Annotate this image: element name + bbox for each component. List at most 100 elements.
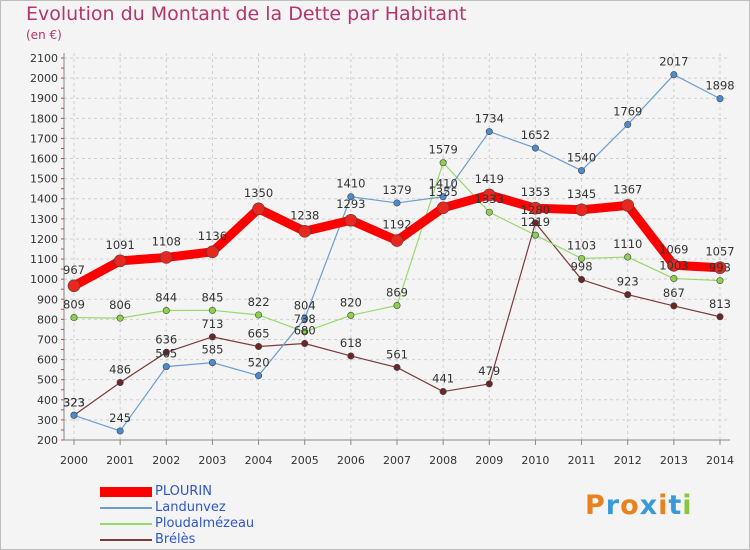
data-label-plourin: 967: [63, 263, 85, 277]
data-point-plourin: [436, 201, 450, 215]
x-tick-label: 2012: [614, 454, 642, 467]
data-point-brélès: [255, 343, 263, 351]
legend-swatch: [100, 523, 152, 525]
data-point-ploudalmézeau: [716, 277, 724, 285]
data-label-brélès: 867: [663, 286, 685, 300]
logo-letter: x: [639, 490, 659, 521]
data-point-landunvez: [70, 411, 78, 419]
data-point-brélès: [301, 339, 309, 347]
data-point-landunvez: [116, 427, 124, 435]
y-tick-label: 1400: [30, 193, 58, 206]
data-label-landunvez: 1769: [613, 105, 642, 119]
data-label-landunvez: 1734: [475, 112, 504, 126]
data-point-landunvez: [208, 359, 216, 367]
data-label-ploudalmézeau: 1333: [475, 192, 504, 206]
x-tick-label: 2003: [198, 454, 226, 467]
line-chart: 200 300 400 500 600 700 800 900 1000 1100 1200 1300…: [30, 52, 735, 467]
data-label-plourin: 1355: [429, 185, 458, 199]
logo-letter: i: [682, 490, 693, 521]
data-label-ploudalmézeau: 1219: [521, 215, 550, 229]
x-tick-label: 2007: [383, 454, 411, 467]
data-point-landunvez: [393, 199, 401, 207]
logo-letter: r: [605, 490, 621, 521]
data-label-ploudalmézeau: 993: [709, 261, 731, 275]
x-tick-label: 2008: [429, 454, 457, 467]
data-label-plourin: 1353: [521, 185, 550, 199]
data-label-ploudalmézeau: 820: [340, 295, 362, 309]
y-tick-label: 500: [37, 374, 58, 387]
data-label-brélès: 561: [386, 347, 408, 361]
data-label-landunvez: 585: [201, 343, 223, 357]
data-label-plourin: 1108: [152, 234, 181, 248]
data-point-brélès: [116, 378, 124, 386]
data-point-brélès: [208, 333, 216, 341]
x-tick-label: 2006: [337, 454, 365, 467]
data-point-brélès: [670, 302, 678, 310]
legend-label: Landunvez: [155, 500, 226, 515]
y-tick-label: 800: [37, 313, 58, 326]
legend-label: PLOURIN: [155, 484, 212, 499]
data-label-ploudalmézeau: 806: [109, 298, 131, 312]
data-label-landunvez: 565: [155, 347, 177, 361]
data-label-landunvez: 1540: [567, 151, 596, 165]
data-label-brélès: 618: [340, 336, 362, 350]
data-point-plourin: [390, 234, 404, 247]
data-point-plourin: [159, 251, 173, 264]
data-point-plourin: [482, 188, 496, 202]
data-point-ploudalmézeau: [301, 328, 309, 336]
y-tick-label: 1600: [30, 153, 58, 166]
legend-label: Ploudalmézeau: [155, 516, 255, 531]
x-tick-label: 2011: [568, 454, 596, 467]
data-point-ploudalmézeau: [531, 231, 539, 239]
y-tick-label: 1700: [30, 132, 58, 145]
data-point-brélès: [624, 291, 632, 299]
data-point-landunvez: [439, 193, 447, 201]
data-label-plourin: 1367: [613, 182, 642, 196]
y-tick-label: 1100: [30, 253, 58, 266]
y-tick-label: 1800: [30, 112, 58, 125]
logo-letter: P: [585, 490, 606, 521]
x-tick-label: 2002: [152, 454, 180, 467]
data-point-plourin: [621, 199, 635, 212]
data-point-landunvez: [716, 95, 724, 103]
data-point-plourin: [252, 202, 265, 216]
legend-swatch: [100, 539, 152, 541]
y-tick-label: 2100: [30, 52, 58, 65]
data-point-ploudalmézeau: [439, 159, 447, 167]
y-tick-label: 2000: [30, 72, 58, 85]
data-point-brélès: [531, 219, 539, 227]
data-point-brélès: [439, 388, 447, 396]
data-label-brélès: 998: [571, 260, 593, 274]
x-tick-label: 2001: [106, 454, 134, 467]
y-tick-label: 700: [37, 333, 58, 346]
y-tick-label: 1200: [30, 233, 58, 246]
data-point-plourin: [113, 254, 127, 268]
data-point-ploudalmézeau: [116, 314, 124, 322]
data-label-brélès: 441: [432, 372, 454, 386]
y-tick-label: 1300: [30, 213, 58, 226]
data-point-plourin: [344, 213, 358, 227]
data-point-plourin: [667, 258, 681, 272]
proxiti-logo: Proxiti: [585, 490, 693, 521]
data-label-landunvez: 1379: [382, 183, 411, 197]
x-tick-label: 2004: [245, 454, 273, 467]
data-point-ploudalmézeau: [255, 311, 263, 319]
y-tick-label: 1000: [30, 273, 58, 286]
data-label-ploudalmézeau: 869: [386, 285, 408, 299]
data-label-plourin: 1293: [336, 197, 365, 211]
data-point-landunvez: [670, 71, 678, 79]
y-tick-label: 600: [37, 354, 58, 367]
data-label-landunvez: 1898: [705, 79, 734, 93]
legend-swatch: [100, 507, 152, 509]
data-point-brélès: [716, 313, 724, 321]
data-point-landunvez: [255, 372, 263, 380]
data-label-ploudalmézeau: 1003: [659, 259, 688, 273]
data-point-plourin: [529, 201, 542, 215]
data-label-ploudalmézeau: 822: [248, 295, 270, 309]
data-label-ploudalmézeau: 844: [155, 291, 177, 305]
data-label-plourin: 1069: [659, 242, 688, 256]
data-point-ploudalmézeau: [70, 314, 78, 322]
chart-title: Evolution du Montant de la Dette par Hab…: [26, 3, 467, 25]
data-label-ploudalmézeau: 845: [201, 290, 223, 304]
data-point-landunvez: [578, 167, 586, 175]
